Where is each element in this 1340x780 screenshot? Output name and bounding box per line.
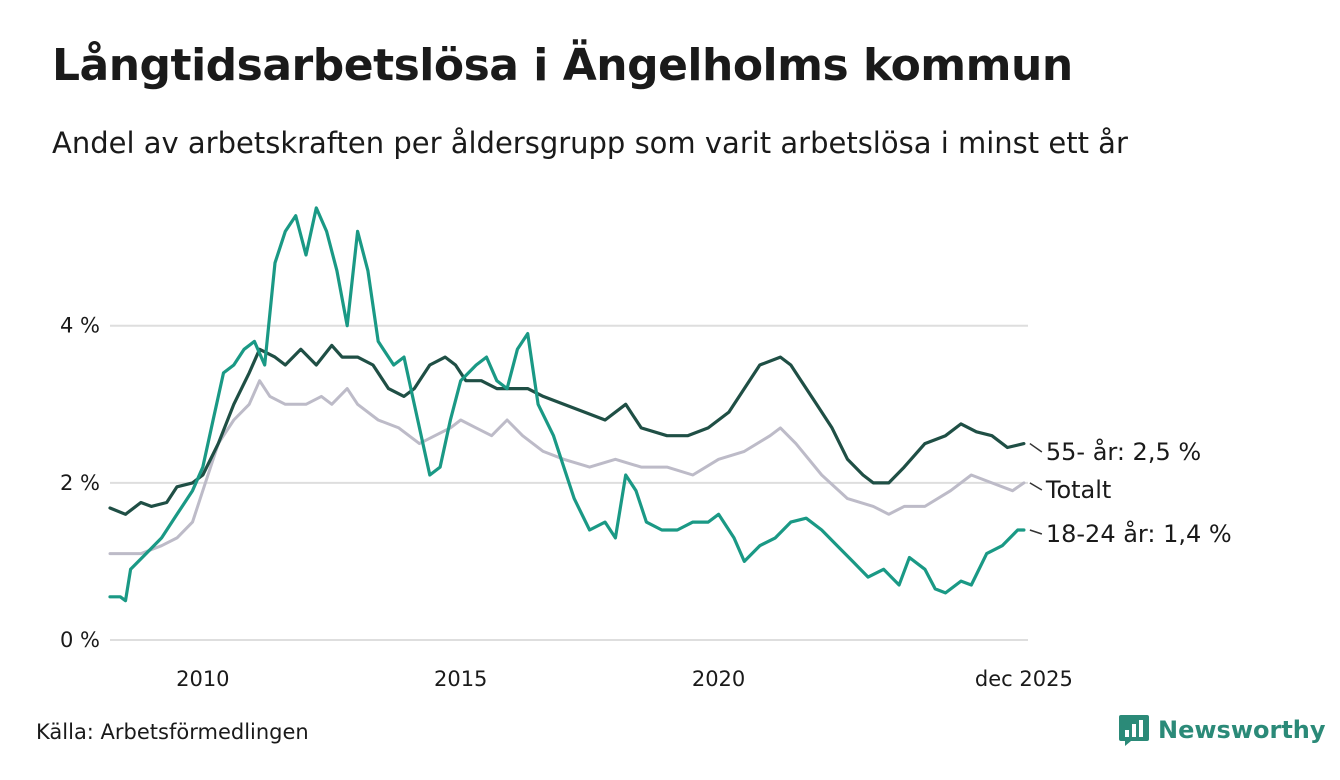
end-label-leader <box>1029 482 1043 491</box>
series-line-age1824 <box>108 206 1026 603</box>
chart-title: Långtidsarbetslösa i Ängelholms kommun <box>52 40 1073 91</box>
y-tick-label: 0 % <box>60 628 100 652</box>
source-note: Källa: Arbetsförmedlingen <box>36 720 309 744</box>
series-line-age55 <box>108 343 1026 516</box>
x-tick-label: 2020 <box>692 667 745 691</box>
y-tick-label: 4 % <box>60 314 100 338</box>
series-line-total <box>108 379 1026 556</box>
end-label-leader <box>1029 442 1043 453</box>
end-label-age1824: 18-24 år: 1,4 % <box>1046 519 1232 548</box>
newsworthy-logo-icon <box>1119 715 1149 746</box>
series-lines <box>108 206 1026 603</box>
brand-name: Newsworthy <box>1158 716 1326 744</box>
brand-logo: Newsworthy <box>1118 713 1326 747</box>
x-tick-label: 2010 <box>176 667 229 691</box>
x-tick-label: dec 2025 <box>975 667 1073 691</box>
x-tick-label: 2015 <box>434 667 487 691</box>
end-label-age55: 55- år: 2,5 % <box>1046 437 1201 466</box>
y-tick-label: 2 % <box>60 471 100 495</box>
axis-and-end-labels: 0 % 2 % 4 % 2010 2015 2020 dec 2025 Totalt 55- å… <box>60 314 1232 691</box>
end-label-total: Totalt <box>1045 476 1111 504</box>
chart-subtitle: Andel av arbetskraften per åldersgrupp s… <box>52 126 1128 160</box>
end-label-leader <box>1029 529 1043 535</box>
